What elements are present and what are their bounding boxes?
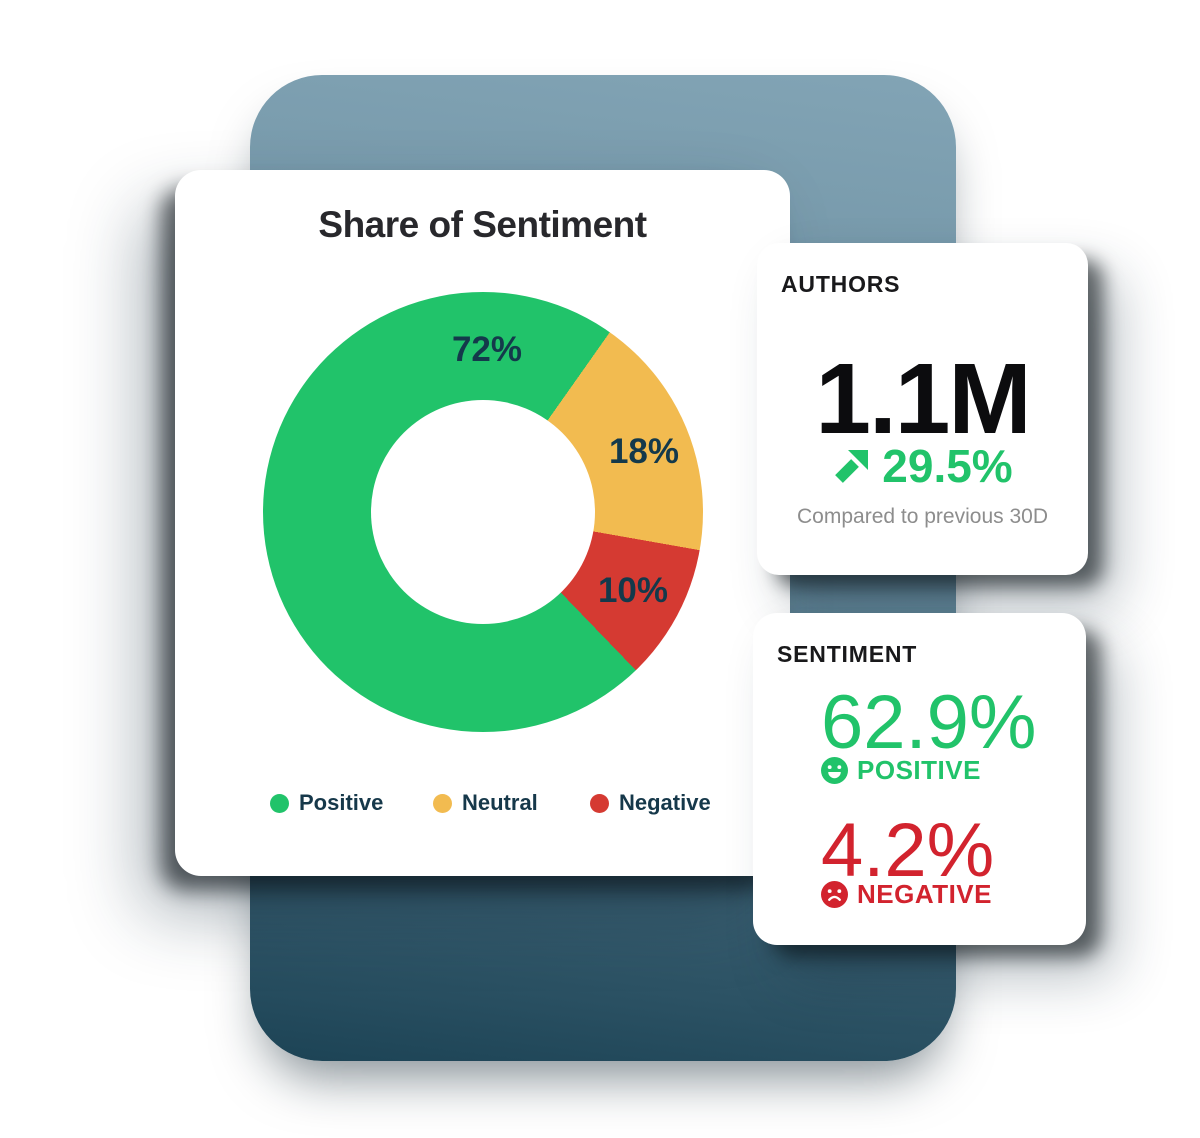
legend-label: Positive	[299, 790, 384, 815]
donut-chart: 72% 18% 10%	[263, 292, 703, 732]
authors-value: 1.1M	[815, 343, 1031, 455]
authors-caption: Compared to previous 30D	[797, 505, 1048, 528]
sentiment-card-title: SENTIMENT	[777, 641, 918, 667]
donut-hole	[371, 400, 595, 624]
positive-dot-icon	[270, 793, 289, 813]
negative-sentiment-value: 4.2%	[821, 808, 995, 893]
authors-delta-value: 29.5%	[882, 440, 1013, 492]
chart-title: Share of Sentiment	[318, 204, 647, 245]
negative-dot-icon	[590, 793, 609, 813]
smiley-face-icon	[821, 757, 848, 784]
donut-label-neutral: 18%	[608, 432, 680, 471]
frowny-face-icon	[821, 881, 848, 908]
negative-sentiment-label: NEGATIVE	[857, 879, 992, 909]
authors-delta-row: 29.5%	[757, 443, 1088, 489]
positive-sentiment-value: 62.9%	[821, 680, 1037, 765]
authors-kpi-card: AUTHORS 1.1M 29.5% Compared to previous …	[757, 243, 1088, 575]
legend-item-neutral: Neutral	[433, 790, 538, 816]
sentiment-kpi-card: SENTIMENT 62.9% POSITIVE 4.2% NEGATIVE	[753, 613, 1086, 945]
chart-legend: Positive Neutral Negative	[175, 790, 790, 820]
legend-item-positive: Positive	[270, 790, 383, 816]
positive-sentiment-label: POSITIVE	[857, 755, 981, 785]
trend-up-arrow-icon	[835, 450, 869, 483]
legend-label: Negative	[619, 790, 711, 815]
share-of-sentiment-card: Share of Sentiment 72% 18% 10% Positive …	[175, 170, 790, 876]
positive-sentiment-row: POSITIVE	[821, 755, 1076, 786]
negative-sentiment-row: NEGATIVE	[821, 879, 1076, 910]
legend-label: Neutral	[462, 790, 538, 815]
donut-label-positive: 72%	[451, 330, 523, 369]
donut-label-negative: 10%	[597, 571, 669, 610]
authors-card-title: AUTHORS	[781, 271, 901, 297]
neutral-dot-icon	[433, 793, 452, 813]
legend-item-negative: Negative	[590, 790, 711, 816]
